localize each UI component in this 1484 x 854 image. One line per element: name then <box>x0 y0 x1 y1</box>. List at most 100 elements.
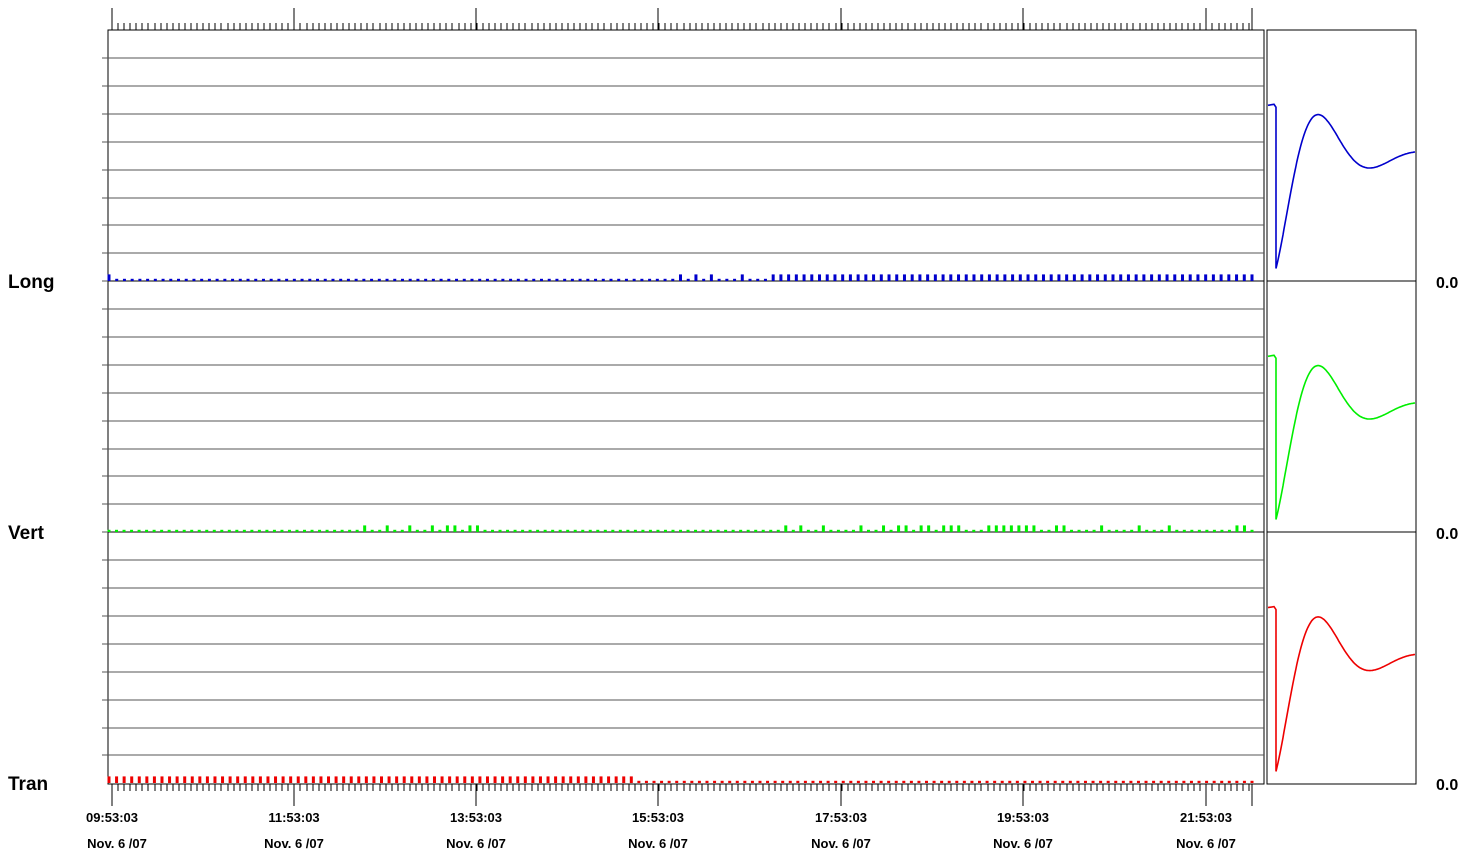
bar-vert <box>791 529 795 532</box>
bar-vert <box>551 529 555 532</box>
bar-long <box>910 274 914 281</box>
bar-tran <box>1189 780 1193 783</box>
bar-tran <box>425 776 429 783</box>
bar-vert <box>784 525 788 532</box>
bar-long <box>547 278 551 281</box>
bar-vert <box>1062 525 1066 532</box>
waveform-long <box>1267 103 1416 269</box>
bar-tran <box>675 780 679 783</box>
bar-long <box>153 278 157 281</box>
x-tick-time-4: 17:53:03 <box>815 810 867 825</box>
bar-tran <box>622 776 626 783</box>
bar-vert <box>1175 529 1179 532</box>
bar-tran <box>1083 780 1087 783</box>
bar-vert <box>400 529 404 532</box>
bar-long <box>184 278 188 281</box>
bar-vert <box>694 529 698 532</box>
bar-long <box>949 274 953 281</box>
bar-long <box>539 278 543 281</box>
bar-long <box>1111 274 1115 281</box>
bar-tran <box>561 776 565 783</box>
bar-vert <box>483 529 487 532</box>
bar-tran <box>849 780 853 783</box>
bar-long <box>231 278 235 281</box>
bar-tran <box>902 780 906 783</box>
bar-vert <box>160 529 164 532</box>
bar-long <box>300 278 304 281</box>
bar-tran <box>781 780 785 783</box>
bar-tran <box>1136 780 1140 783</box>
bar-tran <box>107 776 111 783</box>
bar-tran <box>334 776 338 783</box>
bar-tran <box>788 780 792 783</box>
bar-vert <box>190 529 194 532</box>
bar-tran <box>493 776 497 783</box>
bar-vert <box>573 529 577 532</box>
bar-tran <box>281 776 285 783</box>
bar-vert <box>686 529 690 532</box>
bar-long <box>323 278 327 281</box>
bar-long <box>964 274 968 281</box>
bar-vert <box>498 529 502 532</box>
bar-long <box>972 274 976 281</box>
x-tick-date-5: Nov. 6 /07 <box>993 836 1053 851</box>
bar-long <box>702 278 706 281</box>
bar-vert <box>806 529 810 532</box>
bar-long <box>570 278 574 281</box>
bar-long <box>316 278 320 281</box>
waveforms <box>1267 103 1416 772</box>
bar-long <box>161 278 165 281</box>
bar-vert <box>415 529 419 532</box>
bar-long <box>648 278 652 281</box>
bar-vert <box>874 529 878 532</box>
bar-vert <box>769 529 773 532</box>
bar-vert <box>363 525 367 532</box>
bar-vert <box>979 529 983 532</box>
bar-tran <box>894 780 898 783</box>
bar-tran <box>1023 780 1027 783</box>
bar-tran <box>962 780 966 783</box>
bar-long <box>115 278 119 281</box>
bar-long <box>980 274 984 281</box>
bar-long <box>1026 274 1030 281</box>
bar-long <box>1204 274 1208 281</box>
bar-tran <box>803 780 807 783</box>
bar-long <box>207 278 211 281</box>
bar-vert <box>1235 525 1239 532</box>
bar-vert <box>265 529 269 532</box>
bar-tran <box>750 780 754 783</box>
bar-vert <box>445 525 449 532</box>
bar-vert <box>754 529 758 532</box>
bar-long <box>1242 274 1246 281</box>
bar-vert <box>227 529 231 532</box>
bar-long <box>740 274 744 281</box>
bar-vert <box>1092 529 1096 532</box>
bar-long <box>431 278 435 281</box>
bar-tran <box>523 776 527 783</box>
bar-long <box>408 278 412 281</box>
bar-long <box>895 274 899 281</box>
bar-tran <box>591 776 595 783</box>
bar-long <box>1250 274 1254 281</box>
bottom-minor-ticks <box>111 784 1253 806</box>
bar-tran <box>1046 780 1050 783</box>
bar-tran <box>228 776 232 783</box>
bar-vert <box>1250 529 1254 532</box>
bar-vert <box>987 525 991 532</box>
bar-long <box>686 278 690 281</box>
bar-vert <box>115 529 119 532</box>
bar-long <box>771 274 775 281</box>
bar-long <box>215 278 219 281</box>
bar-vert <box>844 529 848 532</box>
bar-vert <box>295 529 299 532</box>
bar-tran <box>690 780 694 783</box>
bar-long <box>624 278 628 281</box>
bar-long <box>1165 274 1169 281</box>
bar-vert <box>205 529 209 532</box>
bar-vert <box>130 529 134 532</box>
bar-vert <box>746 529 750 532</box>
bar-tran <box>501 776 505 783</box>
bar-vert <box>1197 529 1201 532</box>
bar-vert <box>280 529 284 532</box>
